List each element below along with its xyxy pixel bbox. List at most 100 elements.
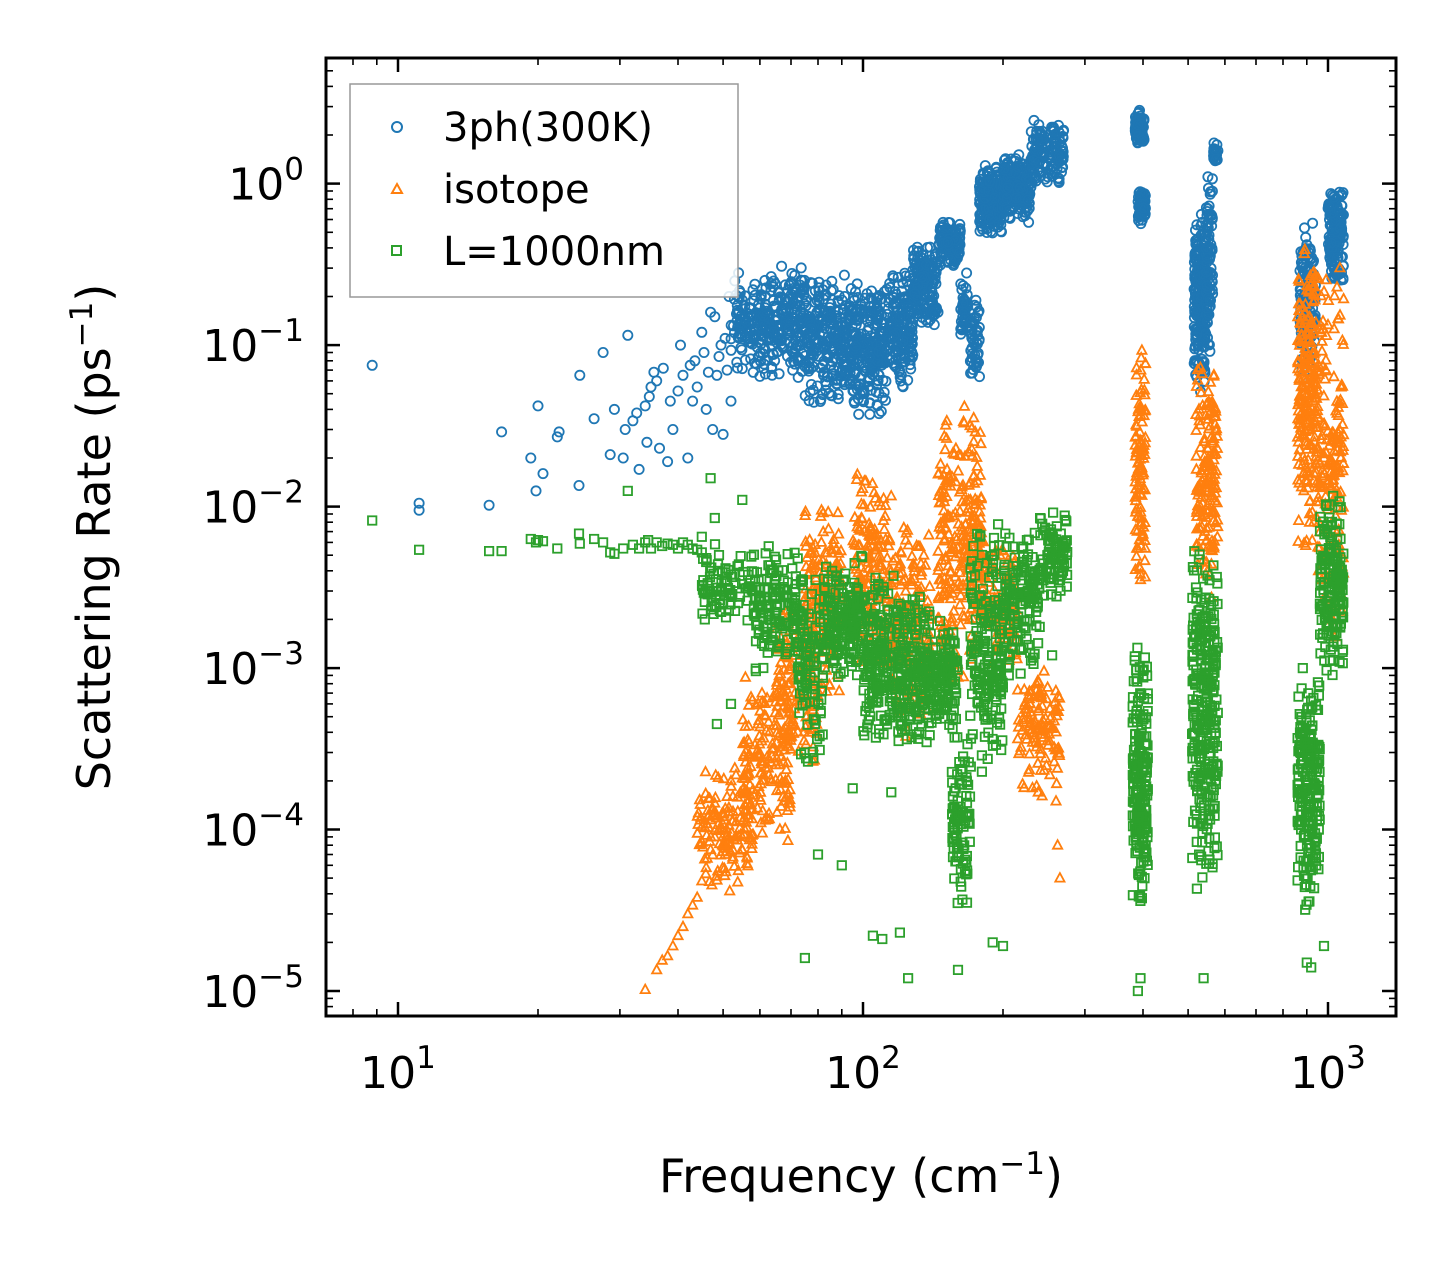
data-point-3ph: [873, 345, 885, 357]
data-point-3ph: [1325, 237, 1337, 249]
data-point-3ph: [1201, 252, 1213, 264]
data-point-3ph: [907, 264, 919, 276]
data-point-isotope: [753, 704, 767, 716]
data-point-3ph: [651, 375, 663, 387]
data-point-3ph: [897, 309, 909, 321]
data-point-isotope: [773, 757, 786, 770]
data-point-3ph: [929, 308, 941, 320]
data-point-3ph: [909, 282, 921, 294]
data-point-isotope: [781, 833, 795, 845]
data-point-3ph: [1139, 189, 1151, 201]
data-point-isotope: [736, 713, 750, 725]
data-point-isotope: [743, 786, 756, 799]
data-point-isotope: [773, 669, 786, 681]
data-point-3ph: [1002, 182, 1014, 194]
data-point-3ph: [814, 313, 826, 325]
data-point-isotope: [1053, 871, 1067, 883]
data-point-3ph: [725, 344, 737, 356]
data-point-isotope: [1328, 289, 1341, 301]
data-point-isotope: [691, 890, 704, 902]
data-point-isotope: [707, 806, 720, 818]
data-point-isotope: [726, 814, 739, 826]
data-point-3ph: [804, 339, 816, 351]
data-point-l1000nm: [735, 551, 746, 562]
data-point-isotope: [1319, 353, 1333, 365]
data-point-3ph: [1201, 280, 1213, 292]
data-point-3ph: [1200, 220, 1212, 232]
data-point-3ph: [783, 323, 795, 335]
data-point-isotope: [779, 821, 792, 833]
data-point-3ph: [892, 341, 904, 353]
data-point-3ph: [897, 277, 909, 289]
data-point-3ph: [1208, 150, 1220, 162]
data-point-3ph: [721, 364, 733, 376]
data-point-isotope: [758, 696, 772, 708]
data-point-isotope: [780, 762, 793, 775]
data-point-3ph: [815, 393, 827, 405]
data-point-3ph: [573, 479, 585, 491]
data-point-3ph: [1139, 209, 1151, 221]
data-point-3ph: [1022, 194, 1034, 206]
data-point-3ph: [1210, 153, 1222, 165]
data-point-isotope: [740, 820, 753, 832]
data-point-3ph: [754, 370, 766, 382]
data-point-isotope: [923, 579, 936, 591]
data-point-isotope: [723, 884, 736, 896]
data-point-3ph: [1323, 200, 1335, 212]
data-point-3ph: [1010, 167, 1022, 179]
data-point-3ph: [892, 344, 904, 356]
data-point-3ph: [530, 485, 542, 497]
data-point-3ph: [884, 281, 896, 293]
data-point-3ph: [943, 243, 955, 255]
data-point-3ph: [1328, 191, 1340, 203]
data-point-3ph: [1028, 154, 1040, 166]
data-point-3ph: [641, 436, 653, 448]
data-point-isotope: [1139, 356, 1152, 369]
data-point-3ph: [805, 378, 817, 390]
data-point-isotope: [779, 790, 792, 803]
data-point-isotope: [952, 464, 965, 476]
data-point-3ph: [847, 360, 859, 372]
data-point-isotope: [812, 552, 825, 565]
data-point-3ph: [850, 286, 862, 298]
data-point-3ph: [813, 276, 825, 288]
data-point-isotope: [729, 768, 743, 780]
data-point-3ph: [667, 423, 679, 435]
data-point-3ph: [756, 330, 768, 342]
data-point-3ph: [622, 329, 634, 341]
data-point-isotope: [757, 768, 770, 780]
data-point-3ph: [643, 391, 655, 403]
data-point-3ph: [863, 372, 875, 384]
data-point-isotope: [1051, 838, 1064, 850]
data-point-isotope: [763, 725, 776, 737]
data-point-isotope: [967, 434, 980, 446]
data-point-3ph: [766, 369, 778, 381]
data-point-isotope: [695, 835, 709, 847]
data-point-3ph: [878, 386, 890, 398]
data-point-3ph: [864, 351, 876, 363]
data-point-3ph: [851, 345, 863, 357]
data-point-3ph: [954, 218, 966, 230]
data-point-3ph: [858, 339, 870, 351]
data-point-3ph: [848, 292, 860, 304]
data-point-3ph: [574, 369, 586, 381]
data-point-3ph: [608, 403, 620, 415]
data-point-isotope: [770, 675, 784, 687]
data-point-3ph: [677, 369, 689, 381]
data-point-isotope: [808, 545, 822, 557]
data-point-3ph: [896, 302, 908, 314]
data-point-3ph: [970, 294, 982, 306]
data-point-3ph: [654, 442, 666, 454]
data-point-isotope: [716, 806, 729, 818]
data-point-3ph: [1048, 121, 1060, 133]
data-point-3ph: [858, 396, 870, 408]
data-point-3ph: [1299, 222, 1311, 234]
data-point-isotope: [1315, 344, 1329, 356]
data-point-3ph: [847, 385, 859, 397]
data-point-isotope: [787, 726, 800, 738]
data-point-3ph: [945, 254, 957, 266]
data-point-3ph: [881, 344, 893, 356]
data-point-3ph: [736, 294, 748, 306]
data-point-3ph: [786, 267, 798, 279]
data-point-isotope: [780, 726, 793, 738]
